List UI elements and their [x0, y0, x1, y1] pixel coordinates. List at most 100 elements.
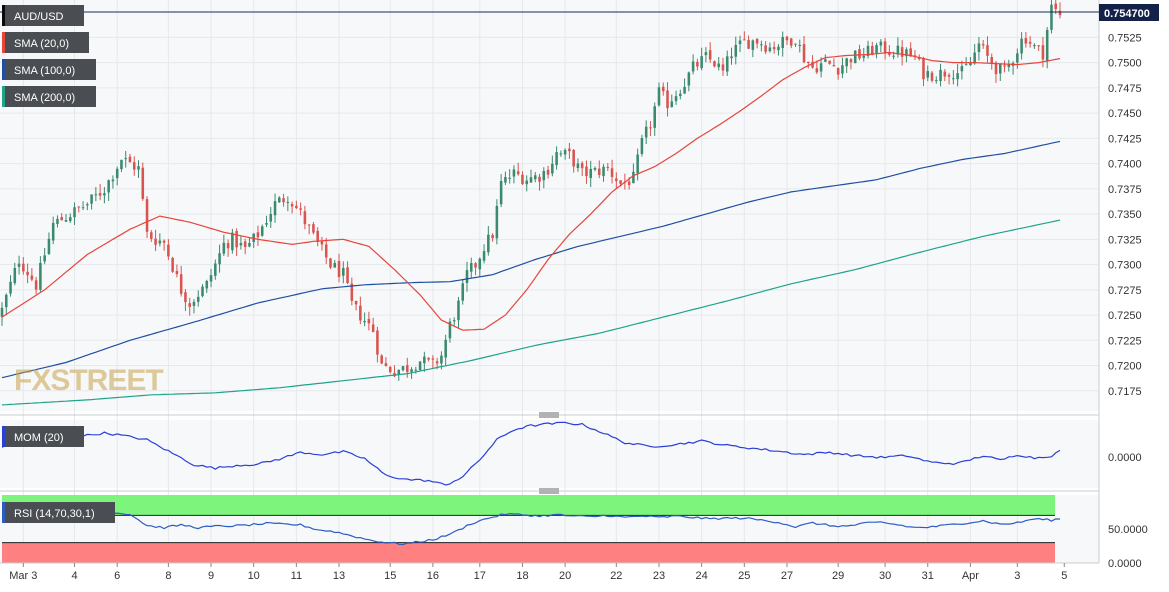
candle [132, 156, 136, 176]
candle [764, 41, 767, 55]
candle [551, 155, 554, 177]
candle [559, 150, 563, 157]
candle [47, 232, 51, 255]
price-tick-label: 0.7525 [1108, 32, 1142, 44]
legend-rsi[interactable]: RSI (14,70,30,1) [2, 502, 115, 523]
price-tick-label: 0.7275 [1108, 285, 1142, 297]
resize-handle-icon[interactable] [539, 488, 559, 494]
candle [171, 256, 174, 273]
price-tick-label: 0.7225 [1108, 335, 1142, 347]
candle [81, 201, 85, 211]
candle [1028, 36, 1032, 48]
candle [538, 173, 541, 191]
time-tick-label: 20 [559, 570, 571, 582]
candle [209, 268, 213, 288]
time-tick-label: Mar 3 [9, 570, 37, 582]
candle [478, 257, 482, 277]
candle [1033, 43, 1036, 49]
candle [602, 164, 605, 182]
candle [956, 64, 959, 87]
candle [312, 221, 315, 235]
candle [154, 229, 157, 252]
candle [994, 60, 998, 83]
candle [969, 57, 972, 66]
candle [30, 268, 34, 282]
price-tick-label: 0.7250 [1108, 310, 1142, 322]
candle [465, 261, 469, 292]
candle [324, 238, 328, 264]
candle [632, 163, 635, 184]
candle [926, 65, 930, 82]
candle [981, 40, 985, 49]
candle [231, 228, 234, 254]
legend-symbol[interactable]: AUD/USD [2, 5, 84, 26]
candle [111, 175, 115, 189]
candle [772, 41, 776, 54]
time-tick-label: 22 [610, 570, 622, 582]
candle [205, 279, 209, 293]
candle [179, 265, 183, 297]
rsi-tick-label: 0.0000 [1108, 558, 1142, 570]
candle [256, 225, 260, 246]
candle [431, 355, 435, 369]
rsi-oversold-zone [2, 542, 1055, 563]
candle [1007, 59, 1011, 72]
candle [418, 360, 422, 371]
candle [585, 160, 588, 184]
candle [13, 262, 17, 286]
candle [516, 162, 520, 176]
price-tick-label: 0.7200 [1108, 361, 1142, 373]
candle [94, 186, 98, 202]
candle [819, 57, 823, 78]
candle [977, 37, 981, 61]
legend-sma20-label: SMA (20,0) [14, 38, 69, 50]
candle [290, 201, 294, 214]
legend-momentum[interactable]: MOM (20) [2, 426, 84, 447]
candle [986, 36, 989, 64]
indicator-layer [1, 421, 1061, 546]
price-tick-label: 0.7350 [1108, 209, 1142, 221]
candle [832, 58, 836, 67]
time-tick-label: 30 [879, 570, 891, 582]
candle [354, 300, 358, 311]
candle [930, 71, 934, 83]
candle [359, 296, 362, 325]
candle [935, 76, 938, 84]
candle [286, 196, 290, 212]
candle [717, 56, 720, 71]
candle [708, 42, 712, 63]
price-tick-label: 0.7325 [1108, 234, 1142, 246]
candle [248, 237, 251, 248]
legend-sma100[interactable]: SMA (100,0) [2, 59, 96, 80]
candle [866, 40, 870, 59]
candle [610, 159, 614, 184]
candle [196, 290, 200, 307]
candle [1050, 0, 1053, 34]
legend-sma200[interactable]: SMA (200,0) [2, 86, 96, 107]
time-tick-label: 27 [781, 570, 793, 582]
candle [461, 279, 465, 305]
candle [316, 227, 319, 247]
candle [751, 39, 755, 58]
resize-handle-icon[interactable] [539, 412, 559, 418]
candle [444, 334, 447, 366]
candle [239, 235, 243, 250]
candle [939, 63, 942, 87]
candle [755, 38, 759, 49]
candle [879, 39, 883, 53]
candle [606, 163, 610, 172]
candle [952, 70, 955, 85]
candle [845, 57, 848, 73]
candle [452, 317, 456, 326]
candle [388, 366, 392, 374]
candle [307, 224, 311, 235]
candle [222, 234, 226, 257]
candle [768, 42, 772, 53]
candle [252, 233, 255, 248]
candle [226, 239, 230, 257]
candle [56, 215, 59, 228]
candle [34, 276, 38, 295]
legend-sma20[interactable]: SMA (20,0) [2, 32, 89, 53]
candle [521, 171, 524, 186]
candle [794, 43, 797, 48]
